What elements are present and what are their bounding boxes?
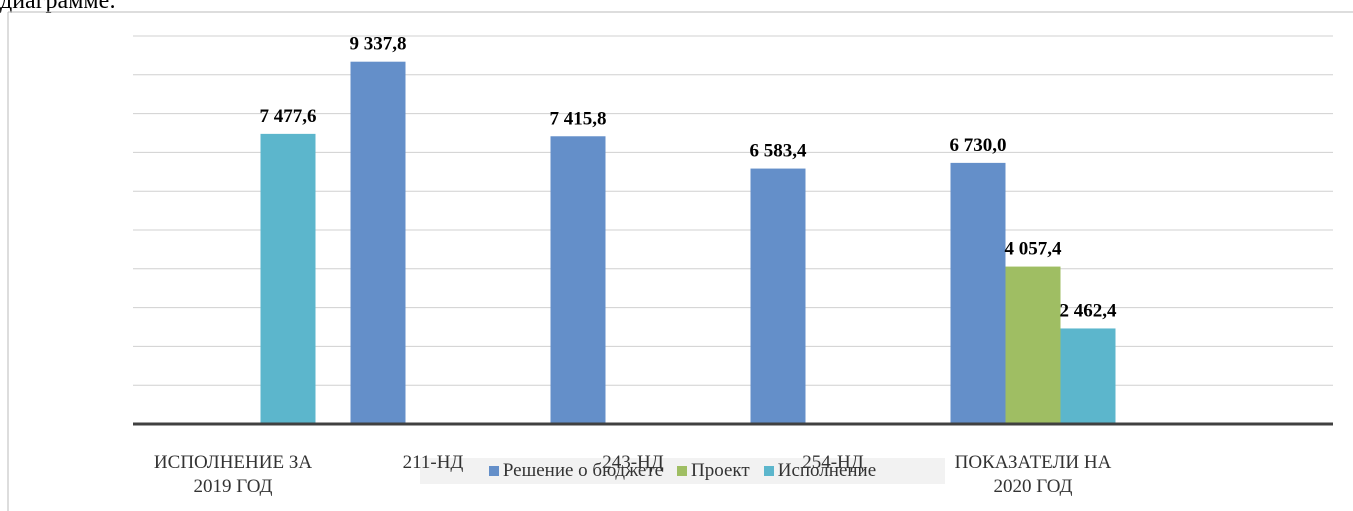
bar bbox=[1005, 266, 1061, 424]
x-tick-label: ПОКАЗАТЕЛИ НА 2020 ГОД bbox=[954, 452, 1112, 497]
intro-text: диаграмме: bbox=[0, 0, 116, 14]
bar bbox=[350, 61, 406, 424]
legend-label: Проект bbox=[691, 460, 750, 481]
legend-item: Проект bbox=[677, 460, 750, 482]
data-label: 7 477,6 bbox=[260, 106, 317, 127]
x-tick-label: 243-НД bbox=[602, 452, 664, 473]
bar bbox=[750, 168, 806, 424]
legend-label: Исполнение bbox=[777, 460, 877, 481]
x-tick-label: 211-НД bbox=[402, 452, 464, 473]
data-label: 6 583,4 bbox=[750, 141, 808, 162]
legend-swatch bbox=[677, 466, 688, 476]
bar bbox=[260, 133, 316, 424]
legend-item: Исполнение bbox=[763, 460, 877, 482]
legend-label: Решение о бюджете bbox=[502, 460, 664, 481]
legend-swatch bbox=[763, 466, 774, 476]
bar bbox=[950, 162, 1006, 424]
x-tick-label: 254-НД bbox=[802, 452, 864, 473]
bar bbox=[1060, 328, 1116, 424]
data-label: 7 415,8 bbox=[550, 108, 607, 129]
data-label: 4 057,4 bbox=[1005, 239, 1063, 260]
legend-swatch bbox=[488, 466, 499, 476]
data-label: 6 730,0 bbox=[950, 135, 1007, 156]
legend-item: Решение о бюджете bbox=[488, 460, 664, 482]
data-label: 2 462,4 bbox=[1060, 300, 1118, 321]
x-tick-label: ИСПОЛНЕНИЕ ЗА 2019 ГОД bbox=[153, 452, 313, 497]
legend: Решение о бюджете Проект Исполнение bbox=[420, 458, 945, 484]
data-label: 9 337,8 bbox=[350, 34, 407, 55]
bar bbox=[550, 136, 606, 424]
